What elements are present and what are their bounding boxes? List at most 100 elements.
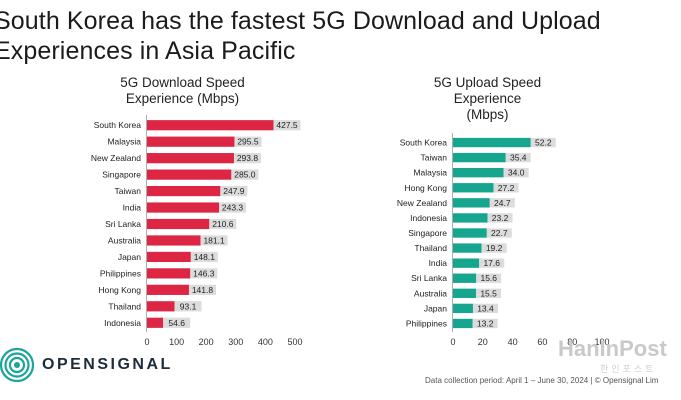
value-label-box [472,303,498,314]
bar [453,228,487,238]
value-label: 54.6 [168,318,185,328]
opensignal-logo: OPENSIGNAL [0,348,173,382]
bar [453,243,482,253]
headline: South Korea has the fastest 5G Download … [0,6,681,66]
bar [453,137,531,148]
bar [147,284,189,295]
value-label: 247.9 [223,186,245,196]
category-label: Malaysia [413,168,447,178]
x-tick-label: 0 [144,337,149,347]
category-label: Australia [414,288,447,298]
value-label-box [190,251,218,263]
x-tick-label: 100 [169,337,184,347]
bar [453,152,506,163]
bar [147,169,232,180]
bar [147,218,210,230]
category-label: India [429,258,448,268]
category-label: Thailand [108,301,141,311]
download-chart-title: 5G Download Speed Experience (Mbps) [95,75,270,107]
value-label-box [219,202,247,213]
value-label: 146.3 [193,268,215,278]
value-label: 34.0 [508,168,525,178]
data-collection-footnote: Data collection period: April 1 – June 3… [425,376,659,385]
category-label: Japan [118,252,141,262]
category-label: Philippines [100,268,141,278]
x-tick-label: 40 [508,337,518,347]
upload-title-line-2: Experience [453,91,522,106]
value-label: 35.4 [510,153,527,163]
value-label: 181.1 [203,235,225,245]
value-label-box [503,168,529,178]
category-label: New Zealand [91,153,141,163]
bar [147,301,175,312]
value-label: 93.1 [180,301,197,311]
category-label: South Korea [400,138,448,148]
value-label-box [233,153,261,164]
upload-chart-title: 5G Upload Speed Experience (Mbps) [400,75,575,123]
value-label: 23.2 [492,213,509,223]
download-title-line-1: 5G Download Speed [120,75,245,90]
value-label-box [479,258,505,268]
value-label: 15.6 [480,273,497,283]
value-label-box [220,185,248,197]
x-tick-label: 80 [567,337,577,347]
headline-line-1: South Korea has the fastest 5G Download … [0,7,601,35]
category-label: Hong Kong [98,285,141,295]
value-label-box [489,198,515,208]
value-label-box [163,317,191,328]
bar [453,258,480,268]
bar [147,317,164,328]
category-label: Malaysia [107,137,141,147]
value-label: 293.8 [237,153,259,163]
value-label: 27.2 [498,183,515,193]
value-label: 285.0 [234,170,256,180]
upload-title-line-1: 5G Upload Speed [433,75,542,90]
x-tick-label: 60 [537,337,547,347]
category-label: Taiwan [421,153,448,163]
value-label-box [487,213,513,223]
x-tick-label: 100 [594,337,609,347]
x-tick-label: 0 [450,337,455,347]
category-label: Sri Lanka [105,219,141,229]
value-label: 13.2 [477,318,494,328]
value-label-box [234,136,262,147]
bar [453,183,494,193]
x-tick-label: 400 [258,337,273,347]
category-label: Australia [108,235,141,245]
value-label-box [209,218,237,230]
value-label-box [476,273,502,283]
x-tick-label: 500 [287,337,302,347]
value-label-box [476,288,502,298]
value-label-box [530,137,556,148]
value-label-box [493,183,519,193]
bar [453,198,490,208]
x-tick-label: 20 [478,337,488,347]
value-label-box [481,243,507,253]
value-label: 243.3 [222,203,244,213]
category-label: India [123,203,142,213]
bar [453,318,473,329]
value-label: 15.5 [480,288,497,298]
value-label: 19.2 [486,243,503,253]
value-label-box [174,301,202,312]
value-label: 22.7 [491,228,508,238]
value-label-box [472,318,498,329]
category-label: Philippines [406,318,447,328]
bar [147,268,191,279]
value-label: 24.7 [494,198,511,208]
value-label: 427.5 [276,120,298,130]
bar [147,136,235,147]
upload-title-line-3: (Mbps) [466,107,509,122]
bar [147,153,234,164]
download-speed-chart: South Korea 427.5 Malaysia 295.5 New Zealand… [91,115,303,347]
value-label: 210.6 [212,219,234,229]
value-label: 295.5 [237,137,259,147]
x-tick-label: 200 [199,337,214,347]
bar [453,213,488,223]
value-label: 52.2 [535,138,552,148]
value-label-box [273,120,301,131]
category-label: Hong Kong [404,183,447,193]
category-label: Thailand [414,243,447,253]
category-label: Sri Lanka [411,273,447,283]
